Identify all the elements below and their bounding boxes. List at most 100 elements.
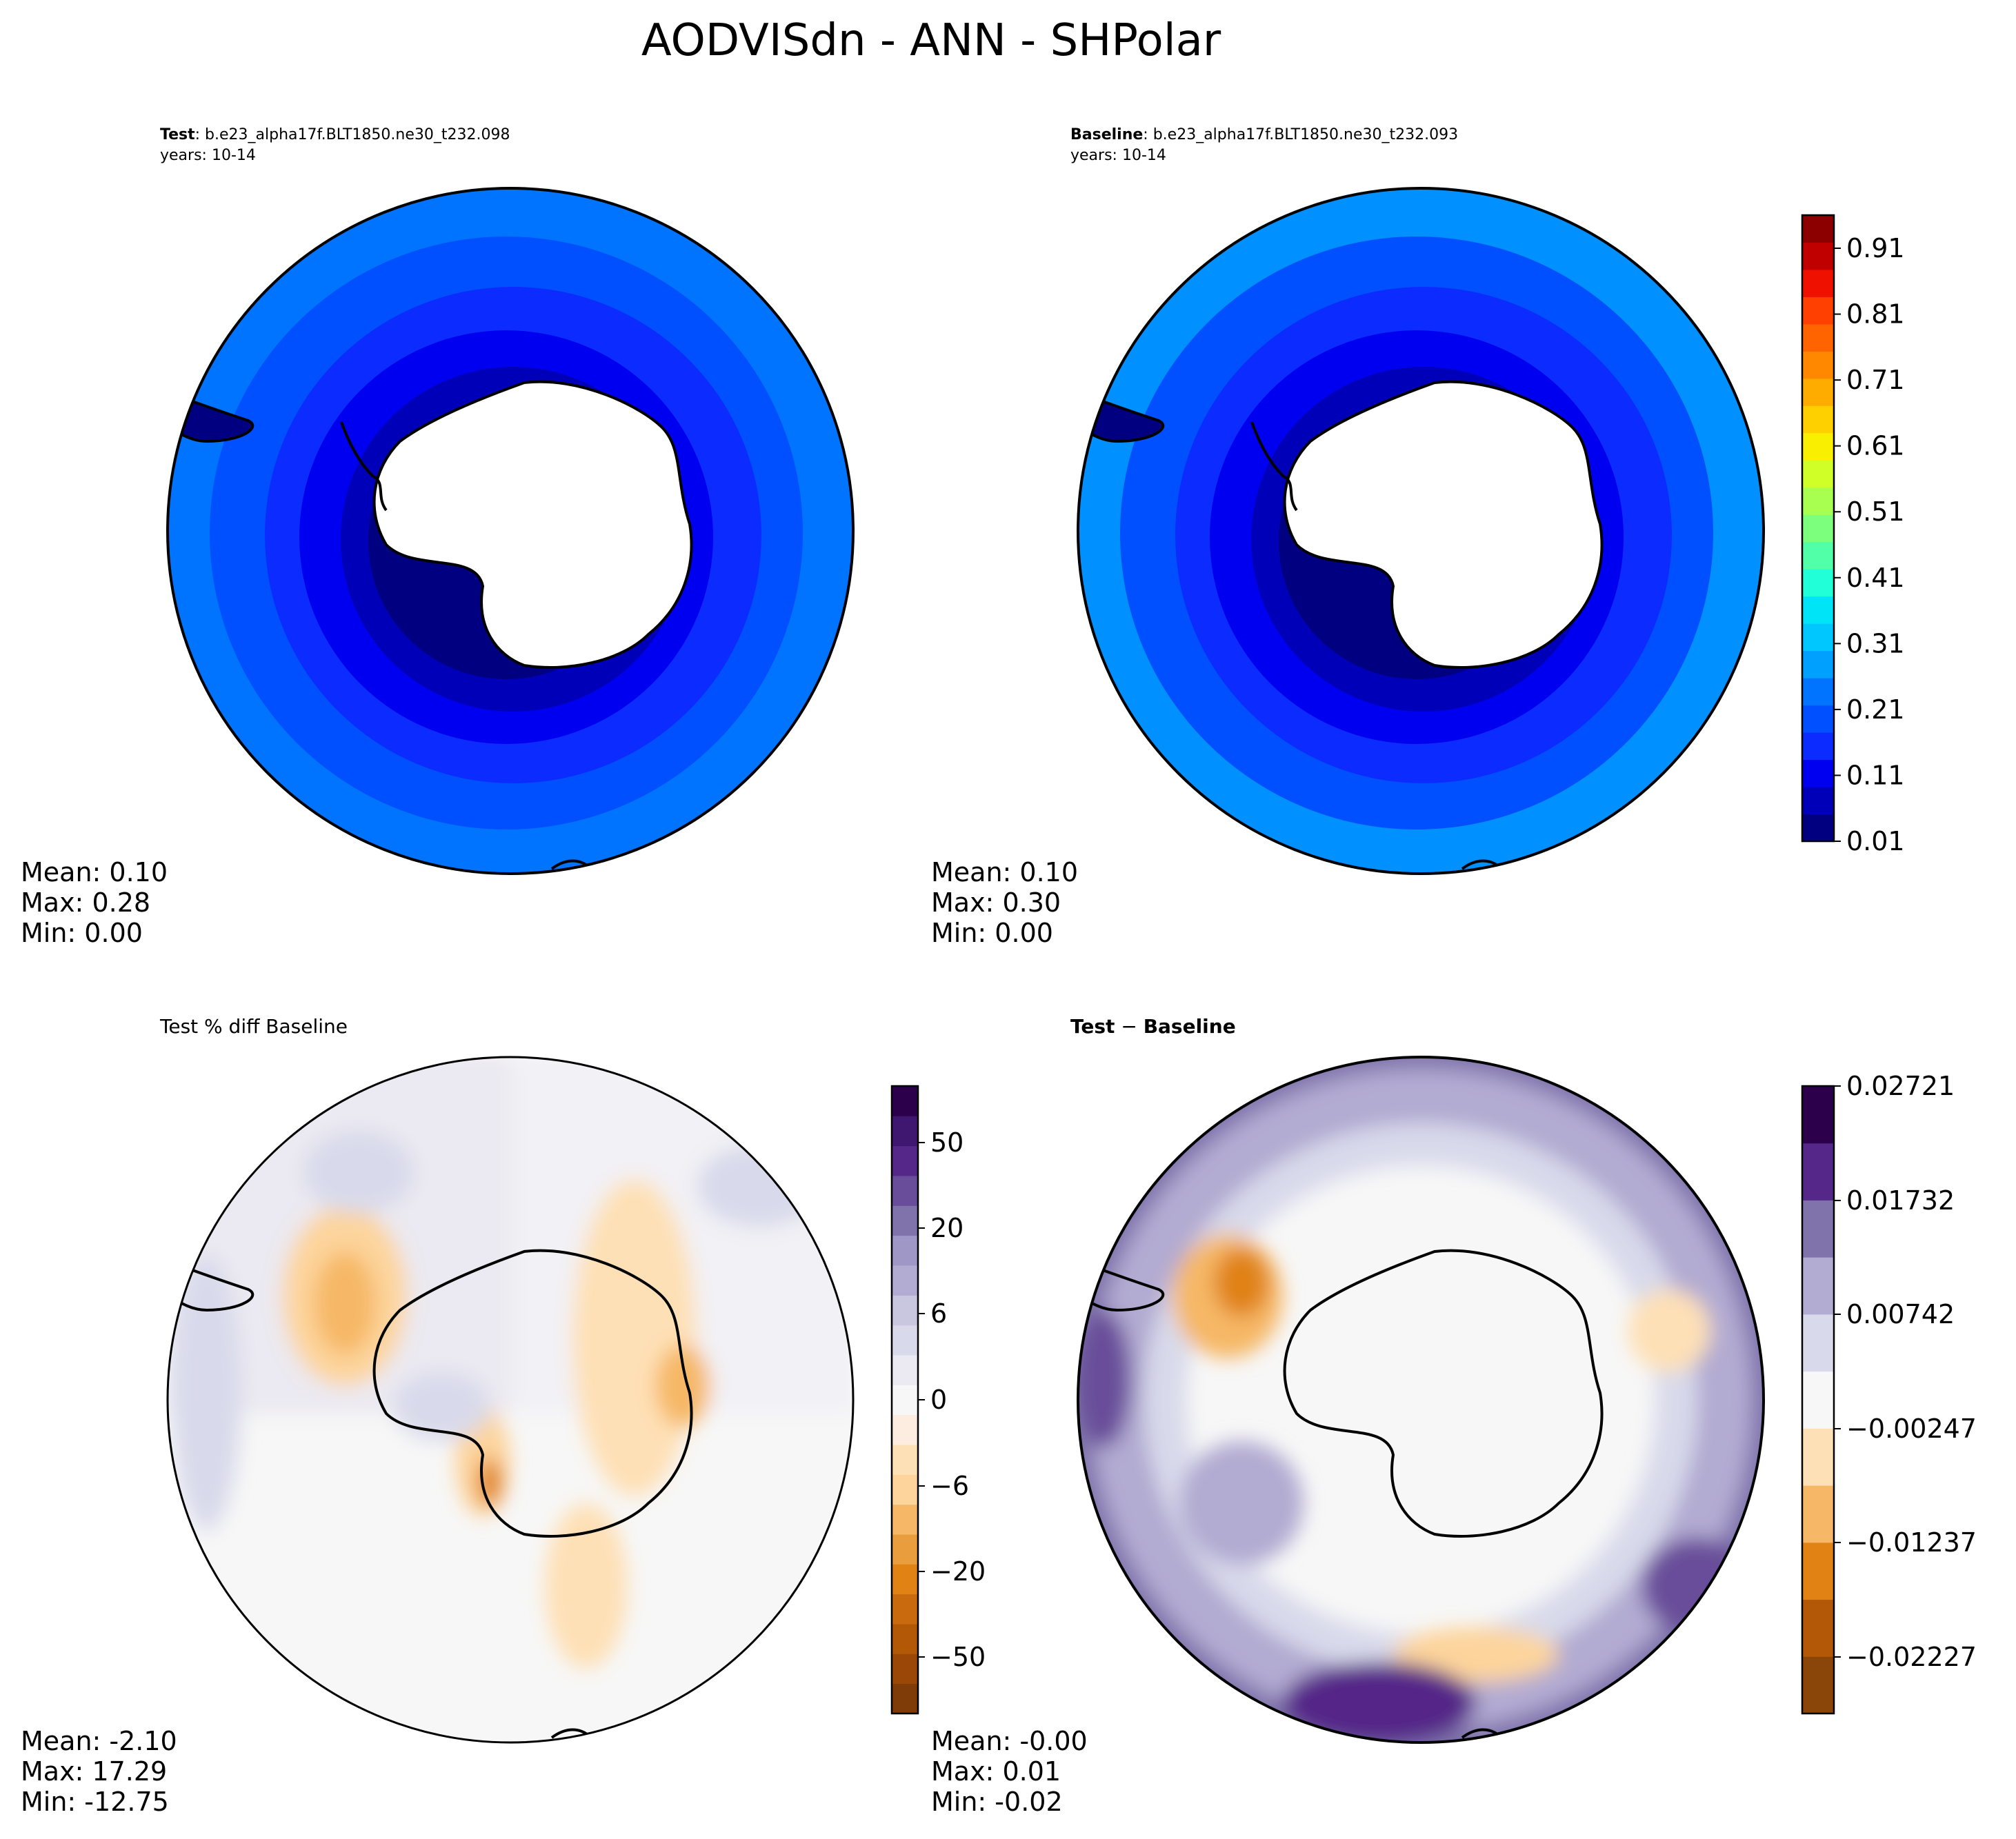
colorbar-swatch — [1802, 215, 1834, 243]
colorbar-swatch — [1802, 650, 1834, 679]
colorbar-swatch — [1802, 323, 1834, 352]
diff-title-test: Test — [1070, 1015, 1115, 1038]
colorbar-swatch — [1802, 732, 1834, 761]
colorbar-swatch — [892, 1145, 918, 1176]
test-label: Test — [160, 126, 195, 143]
svg-text:Baseline: b.e23_alpha17f.BLT18: Baseline: b.e23_alpha17f.BLT1850.ne30_t2… — [1070, 126, 1458, 143]
colorbar-tick-label: 0 — [930, 1385, 947, 1415]
test-map-border — [166, 187, 855, 875]
diff-title-baseline: Baseline — [1144, 1015, 1236, 1038]
colorbar-swatch — [1802, 1200, 1834, 1258]
colorbar-swatch — [1802, 787, 1834, 815]
colorbar-pctdiff: 50 20 6 0 −6 −20 −50 — [890, 1085, 986, 1715]
diff-map-border — [1077, 1056, 1765, 1744]
diff-map — [1078, 1057, 1764, 1742]
pctdiff-map — [168, 1057, 853, 1742]
test-min: Min: 0.00 — [21, 918, 143, 948]
baseline-map-border — [1077, 187, 1765, 875]
baseline-map — [1079, 188, 1764, 874]
colorbar-swatch — [1802, 596, 1834, 624]
colorbar-tick-label: −6 — [930, 1471, 969, 1501]
colorbar-swatch — [1802, 269, 1834, 297]
colorbar-swatch — [1802, 759, 1834, 787]
colorbar-swatch — [1802, 705, 1834, 733]
coastline-south-america — [1081, 1264, 1165, 1312]
coastline-south-america — [1081, 395, 1165, 443]
colorbar-swatch — [892, 1265, 918, 1296]
coastline-south-america — [171, 1264, 255, 1312]
colorbar-main: 0.91 0.81 0.71 0.61 0.51 0.41 0.31 0.21 0.11 0.01 — [1801, 214, 1905, 856]
colorbar-main-ticks: 0.91 0.81 0.71 0.61 0.51 0.41 0.31 0.21 0.11 0.01 — [1834, 233, 1905, 856]
pctdiff-max: Max: 17.29 — [21, 1756, 167, 1787]
colorbar-tick-label: 6 — [930, 1298, 947, 1329]
colorbar-swatch — [1802, 1314, 1834, 1372]
colorbar-swatch — [1802, 814, 1834, 842]
test-map — [168, 188, 853, 874]
colorbar-swatch — [1802, 487, 1834, 515]
colorbar-swatch — [892, 1445, 918, 1475]
colorbar-diff-frame — [1801, 1085, 1835, 1715]
colorbar-tick-label: 0.21 — [1846, 694, 1905, 725]
baseline-case: : b.e23_alpha17f.BLT1850.ne30_t232.093 — [1143, 126, 1458, 143]
colorbar-swatch — [1802, 623, 1834, 652]
colorbar-diff-ticks: 0.02721 0.01732 0.00742 −0.00247 −0.01237 −0.… — [1834, 1071, 1977, 1672]
colorbar-swatch — [1802, 541, 1834, 570]
colorbar-swatch — [1802, 378, 1834, 406]
colorbar-diff-swatches — [1802, 1086, 1834, 1714]
test-case: : b.e23_alpha17f.BLT1850.ne30_t232.098 — [195, 126, 510, 143]
colorbar-tick-label: −0.01237 — [1846, 1527, 1977, 1558]
colorbar-tick-label: −0.00247 — [1846, 1414, 1977, 1444]
test-max: Max: 0.28 — [21, 887, 150, 918]
colorbar-swatch — [892, 1176, 918, 1206]
coastline-peninsula — [1250, 421, 1298, 512]
coastline-peninsula — [340, 421, 388, 512]
pctdiff-min: Min: -12.75 — [21, 1787, 169, 1817]
colorbar-swatch — [1802, 351, 1834, 379]
colorbar-swatch — [1802, 1257, 1834, 1315]
colorbar-swatch — [1802, 405, 1834, 434]
colorbar-tick-label: 50 — [930, 1127, 964, 1158]
svg-text:Test: b.e23_alpha17f.BLT1850.n: Test: b.e23_alpha17f.BLT1850.ne30_t232.0… — [160, 126, 510, 143]
colorbar-swatch — [1802, 460, 1834, 488]
colorbar-swatch — [892, 1355, 918, 1385]
coastline-south-america — [171, 395, 255, 443]
panel-pctdiff: Test % diff Baseline M — [21, 1015, 855, 1817]
panel-test: Test: b.e23_alpha17f.BLT1850.ne30_t232.0… — [21, 126, 855, 948]
colorbar-tick-label: 0.81 — [1846, 299, 1905, 330]
colorbar-swatch — [892, 1116, 918, 1147]
colorbar-swatch — [1802, 297, 1834, 325]
baseline-min: Min: 0.00 — [931, 918, 1053, 948]
colorbar-swatch — [1802, 1371, 1834, 1429]
diff-max: Max: 0.01 — [931, 1756, 1061, 1787]
colorbar-tick-label: −50 — [930, 1642, 986, 1672]
colorbar-swatch — [1802, 569, 1834, 597]
colorbar-swatch — [1802, 1656, 1834, 1714]
diff-min: Min: -0.02 — [931, 1787, 1063, 1817]
antarctica-landmass — [1283, 380, 1604, 669]
colorbar-swatch — [1802, 1485, 1834, 1543]
colorbar-swatch — [1802, 678, 1834, 706]
colorbar-tick-label: 0.02721 — [1846, 1071, 1955, 1101]
panel-baseline: Baseline: b.e23_alpha17f.BLT1850.ne30_t2… — [931, 126, 1765, 948]
colorbar-swatch — [892, 1414, 918, 1445]
figure-title: AODVISdn - ANN - SHPolar — [641, 15, 1221, 66]
panel-diff: Test − Baseline Mean: -0.00 Max — [931, 1015, 1765, 1817]
colorbar-main-frame — [1801, 214, 1835, 843]
colorbar-tick-label: 0.01 — [1846, 826, 1905, 856]
colorbar-swatch — [892, 1086, 918, 1116]
diff-mean: Mean: -0.00 — [931, 1726, 1088, 1756]
colorbar-swatch — [1802, 1428, 1834, 1486]
colorbar-pctdiff-swatches — [892, 1086, 918, 1714]
colorbar-tick-label: −0.02227 — [1846, 1642, 1977, 1672]
colorbar-swatch — [892, 1564, 918, 1595]
colorbar-diff: 0.02721 0.01732 0.00742 −0.00247 −0.01237 −0.… — [1801, 1071, 1977, 1715]
colorbar-swatch — [892, 1385, 918, 1416]
colorbar-swatch — [892, 1534, 918, 1565]
colorbar-tick-label: −20 — [930, 1556, 986, 1587]
svg-text:Test − Baseline: Test − Baseline — [1070, 1015, 1236, 1038]
colorbar-main-swatches — [1802, 215, 1834, 842]
antarctica-landmass — [372, 380, 693, 669]
colorbar-swatch — [892, 1235, 918, 1266]
colorbar-tick-label: 0.01732 — [1846, 1185, 1955, 1216]
test-years: years: 10-14 — [160, 147, 256, 164]
